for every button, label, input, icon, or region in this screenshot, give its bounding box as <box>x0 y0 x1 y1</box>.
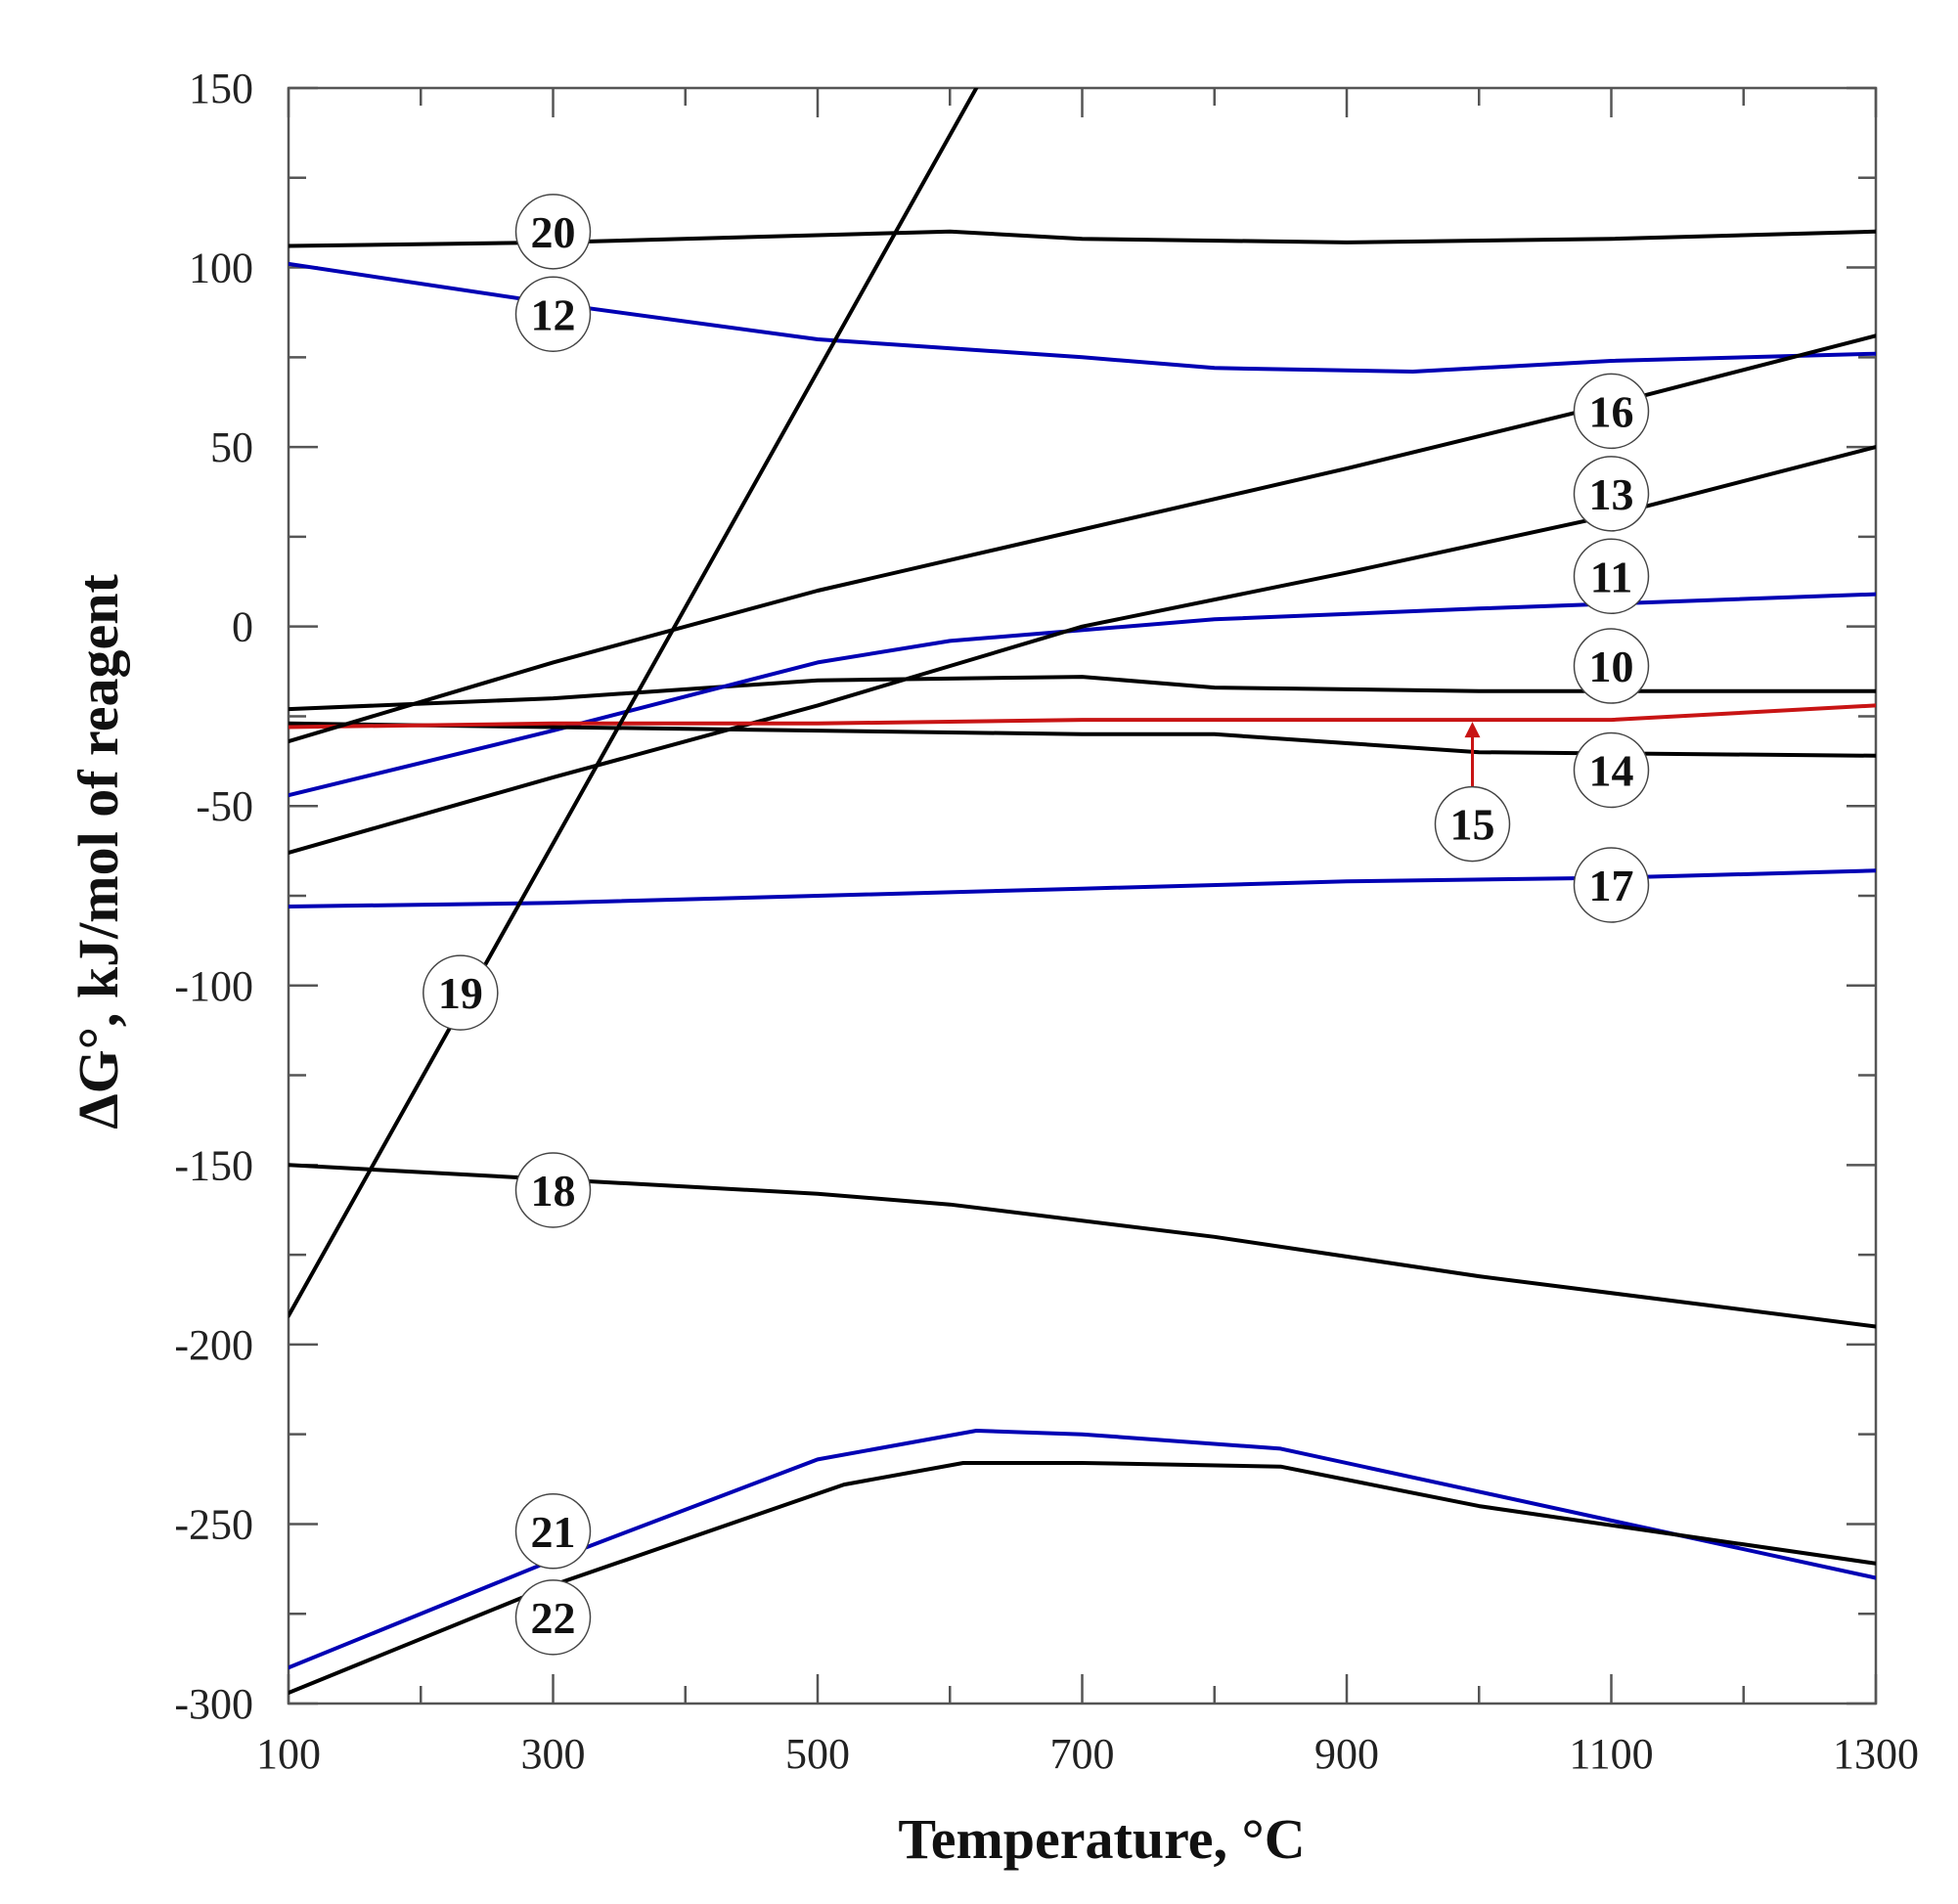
series-line-12 <box>289 261 1876 374</box>
y-axis-title: ΔG°, kJ/mol of reagent <box>67 574 130 1129</box>
x-tick-label: 900 <box>1314 1730 1379 1778</box>
x-tick-label: 1300 <box>1833 1730 1919 1778</box>
curve-label-circle-21 <box>514 1493 592 1570</box>
series-line-22 <box>289 1461 1876 1695</box>
curve-label-14: 14 <box>1589 746 1634 796</box>
x-tick-label: 700 <box>1050 1730 1115 1778</box>
curve-label-21: 21 <box>531 1507 576 1557</box>
curve-label-19: 19 <box>438 968 483 1018</box>
series-line-20 <box>289 229 1876 248</box>
x-tick-label: 100 <box>256 1730 321 1778</box>
curve-label-10: 10 <box>1589 642 1634 691</box>
curve-label-circle-14 <box>1573 731 1650 809</box>
curve-label-circle-19 <box>423 954 499 1031</box>
axes-group: 100 300 500 700 900 1100 1300-300-250-200-150-… <box>174 65 1919 1778</box>
annotations-group: 20 12 16 13 11 10 14 15 17 19 18 21 22 <box>423 194 1650 1656</box>
curve-label-circle-10 <box>1573 628 1650 704</box>
curve-label-16: 16 <box>1589 386 1634 436</box>
curve-label-15: 15 <box>1449 800 1494 850</box>
curve-label-circle-15 <box>1434 785 1511 863</box>
curve-label-18: 18 <box>531 1166 576 1216</box>
y-tick-label: -200 <box>174 1321 253 1369</box>
curve-label-circle-18 <box>514 1152 592 1228</box>
series-line-14 <box>289 721 1876 758</box>
label-15-arrow-head <box>1464 722 1481 738</box>
y-tick-label: -50 <box>196 782 253 830</box>
series-line-10 <box>289 675 1876 712</box>
curve-label-17: 17 <box>1589 861 1634 910</box>
curve-label-circle-20 <box>514 194 592 270</box>
x-tick-label: 1100 <box>1569 1730 1653 1778</box>
curve-label-circle-22 <box>514 1579 592 1656</box>
series-line-15 <box>289 703 1876 730</box>
curve-label-circle-16 <box>1573 373 1650 450</box>
y-tick-label: -250 <box>174 1500 253 1548</box>
y-tick-label: -100 <box>174 962 253 1010</box>
series-line-11 <box>289 592 1876 798</box>
curve-label-12: 12 <box>531 289 576 339</box>
x-axis-title: Temperature, °C <box>898 1807 1305 1871</box>
curve-label-20: 20 <box>531 207 576 257</box>
y-tick-label: 150 <box>189 65 253 112</box>
series-line-19 <box>289 88 979 1318</box>
curve-label-22: 22 <box>531 1593 576 1643</box>
curve-label-11: 11 <box>1590 552 1632 601</box>
curve-label-circle-11 <box>1573 538 1650 615</box>
y-tick-label: 50 <box>210 423 253 471</box>
x-tick-label: 500 <box>785 1730 850 1778</box>
y-tick-label: -300 <box>174 1680 253 1728</box>
curve-label-13: 13 <box>1589 469 1634 519</box>
y-tick-label: 0 <box>232 603 253 651</box>
y-tick-label: -150 <box>174 1141 253 1189</box>
curve-label-circle-17 <box>1573 847 1650 923</box>
curve-label-circle-12 <box>514 276 592 353</box>
curve-label-circle-13 <box>1573 456 1650 532</box>
series-line-21 <box>289 1429 1876 1670</box>
y-tick-label: 100 <box>189 244 253 292</box>
x-tick-label: 300 <box>521 1730 586 1778</box>
